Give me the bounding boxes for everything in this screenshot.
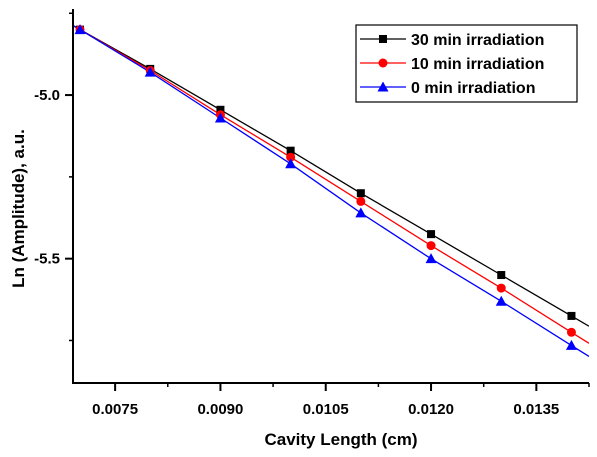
legend-label-2: 0 min irradiation [411,80,535,97]
data-point-s1-3 [286,152,296,162]
y-tick-label-0: -5.0 [34,87,60,104]
data-point-s2-6 [495,295,507,306]
data-point-s2-4 [355,207,367,218]
y-axis-title: Ln (Amplitude), a.u. [9,129,28,288]
legend-label-1: 10 min irradiation [411,56,544,73]
data-point-s2-0 [74,24,86,35]
x-tick-label-4: 0.0135 [513,401,559,418]
data-point-s0-4 [356,189,365,198]
data-point-s1-7 [566,327,576,337]
x-tick-label-3: 0.0120 [408,401,454,418]
series-line-0 [73,25,589,327]
data-point-s2-5 [425,253,437,264]
data-point-s1-4 [356,196,366,206]
x-tick-label-2: 0.0105 [303,401,349,418]
axes: 0.0075 0.0090 0.0105 0.0120 0.0135 -5.0 -5.5 [34,9,590,418]
data-point-s0-3 [286,146,295,155]
data-point-s2-3 [285,158,297,169]
data-point-s1-6 [496,283,506,293]
data-point-s2-1 [144,66,156,77]
y-tick-label-1: -5.5 [34,251,60,268]
legend-label-0: 30 min irradiation [411,32,544,49]
x-tick-label-0: 0.0075 [92,401,138,418]
data-point-s0-2 [216,105,225,114]
series-group [73,24,589,357]
data-point-s2-2 [214,112,226,123]
plot-area [73,24,589,357]
legend-marker-0 [379,35,387,43]
series-line-2 [73,24,589,357]
series-line-1 [73,24,589,344]
legend: 30 min irradiation 10 min irradiation 0 mi… [355,24,578,103]
data-point-s0-7 [567,311,576,320]
data-point-s1-5 [426,241,436,251]
data-point-s2-7 [565,339,577,350]
legend-marker-1 [378,58,388,68]
legend-marker-2 [377,81,389,92]
x-tick-label-1: 0.0090 [197,401,243,418]
data-point-s0-5 [427,230,436,239]
x-axis-title: Cavity Length (cm) [264,430,417,449]
data-point-s0-6 [497,271,506,280]
